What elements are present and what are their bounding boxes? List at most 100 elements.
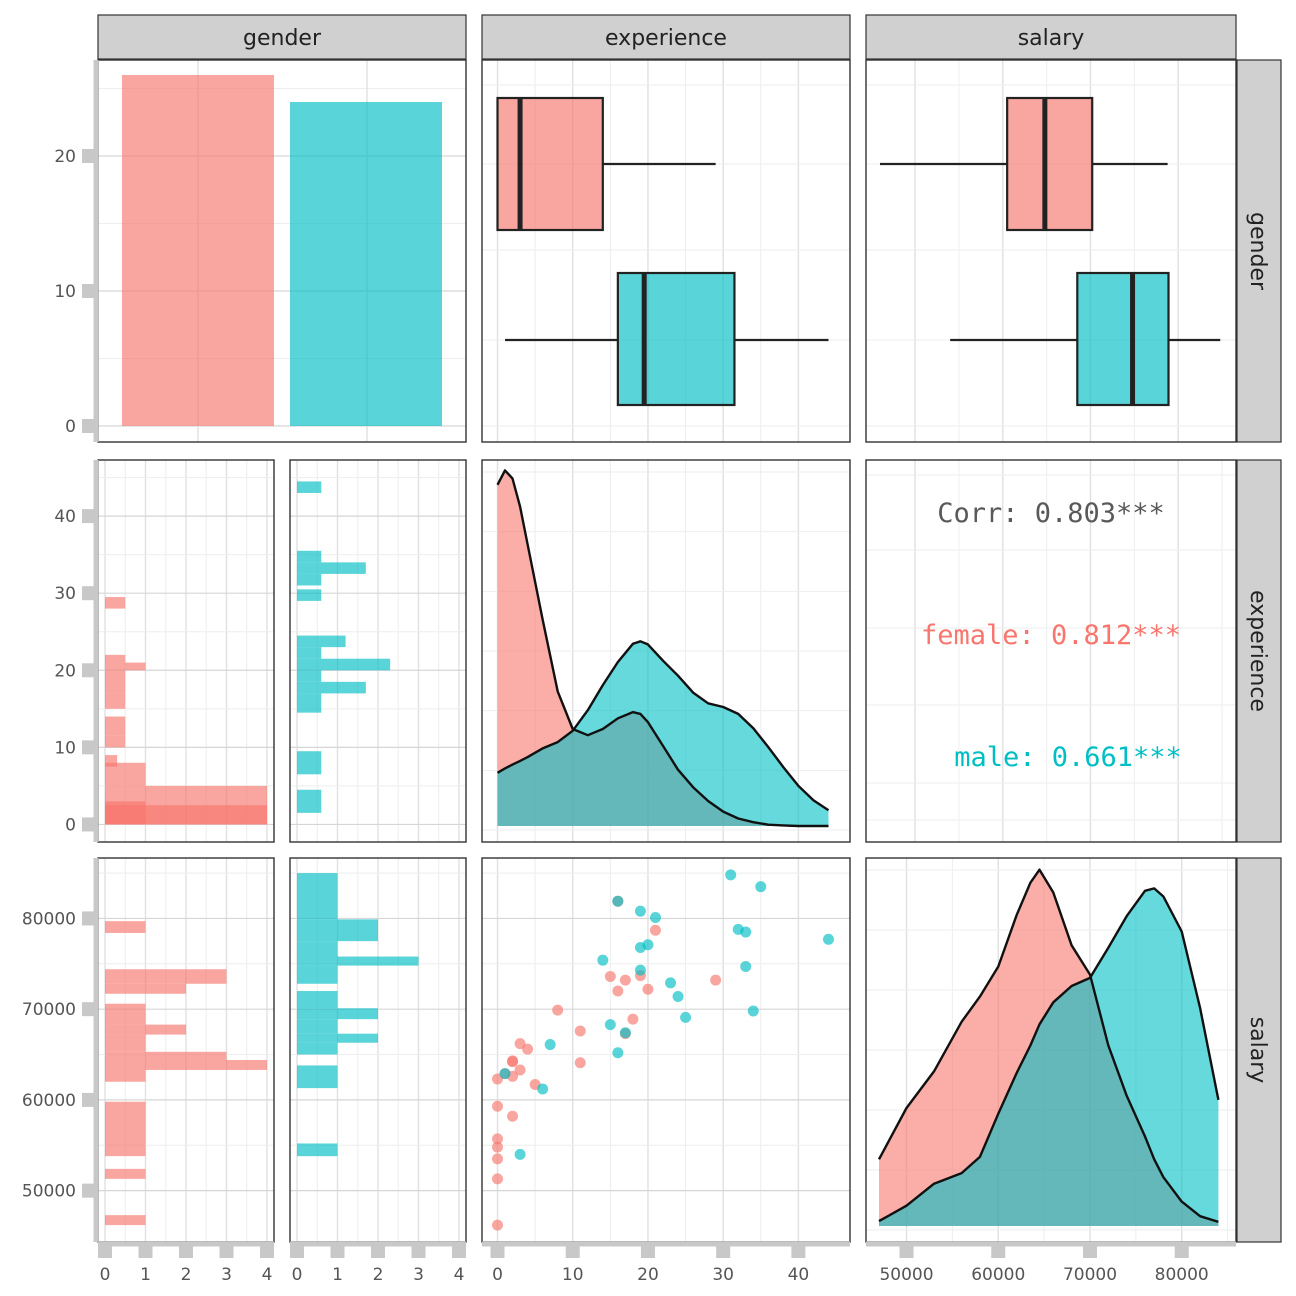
panel-correlation-border <box>865 459 1237 843</box>
panel-hist-experience-male-border <box>289 459 467 843</box>
panel-hist-salary-male-bin <box>297 991 338 1009</box>
panel-hist-salary-male-bin <box>297 1019 338 1034</box>
panel-hist-experience-female-bin <box>105 735 126 748</box>
strip-col-salary-label: salary <box>1018 26 1085 51</box>
y-salary-tick-label: 70000 <box>22 1000 76 1020</box>
scatter-point-male <box>619 1027 631 1039</box>
scatter-point-female <box>492 1173 504 1185</box>
x-experience-tick <box>640 1244 655 1258</box>
panel-hist-salary-male-bin <box>297 1008 378 1020</box>
scatter-point-male <box>612 895 624 907</box>
scatter-point-male <box>740 961 752 973</box>
panel-hist-experience-male-bin <box>297 647 322 659</box>
x-hist-female-tick <box>98 1244 112 1258</box>
x-hist-female-tick-label: 0 <box>100 1265 111 1285</box>
corr-label-0: Corr: 0.803*** <box>937 498 1165 529</box>
x-hist-female-tick <box>179 1244 193 1258</box>
x-salary-tick <box>1174 1244 1189 1258</box>
scatter-point-female <box>507 1110 519 1122</box>
y-experience-tick-label: 40 <box>54 507 76 527</box>
x-hist-female-tick-label: 4 <box>262 1265 273 1285</box>
panel-hist-experience-female-bin <box>105 597 126 609</box>
panel-hist-salary-male-bin <box>297 1065 338 1089</box>
panel-hist-salary-female-bin <box>105 1051 227 1060</box>
strip-col-gender <box>97 14 467 60</box>
panel-hist-experience-female-bin <box>105 662 146 671</box>
strip-row-gender <box>1236 59 1282 443</box>
y-count-tick <box>82 149 96 163</box>
panel-hist-experience-female-bin <box>105 801 146 825</box>
y-count-tick-label: 10 <box>54 282 76 302</box>
panel-hist-salary-male-bin <box>297 1143 338 1157</box>
y-salary-tick <box>82 1183 96 1198</box>
panel-salary-density-area-male <box>879 888 1219 1226</box>
y-experience-tick-label: 30 <box>54 584 76 604</box>
panel-hist-salary-male <box>289 857 467 1243</box>
panel-scatter <box>481 857 851 1243</box>
panel-hist-experience-female-bin <box>105 677 126 694</box>
scatter-point-male <box>537 1083 549 1095</box>
strip-col-salary <box>865 14 1237 60</box>
corr-label-2: male: 0.661*** <box>954 742 1182 773</box>
x-hist-male-tick <box>411 1244 426 1258</box>
scatter-point-male <box>634 964 646 976</box>
scatter-point-female <box>642 983 654 995</box>
strip-col-gender-label: gender <box>243 26 322 51</box>
scatter-point-female <box>492 1133 504 1145</box>
scatter-point-female <box>710 974 722 986</box>
panel-hist-experience-male-bin <box>297 481 322 493</box>
scatter-point-male <box>544 1039 556 1051</box>
panel-hist-experience-female-bin <box>105 716 126 736</box>
x-hist-male-tick <box>330 1244 345 1258</box>
panel-salary-boxplot-box-male <box>1076 271 1170 407</box>
panel-experience-boxplot-border <box>481 59 851 443</box>
panel-experience-density-area-male <box>497 641 829 826</box>
scatter-point-male <box>725 869 737 881</box>
x-hist-male-tick-label: 0 <box>292 1265 303 1285</box>
corr-label-1: female: 0.812*** <box>921 620 1181 651</box>
panel-experience-density <box>481 459 851 843</box>
panel-hist-salary-male-bin <box>297 873 338 920</box>
panel-hist-salary-male-bin <box>297 956 419 966</box>
x-salary-tick-label: 50000 <box>879 1265 933 1285</box>
panel-hist-salary-male-bin <box>297 965 338 984</box>
panel-hist-salary-female-bin <box>105 1215 146 1226</box>
x-experience-tick <box>565 1244 580 1258</box>
panel-hist-experience-male-bin <box>297 789 322 813</box>
strip-row-gender-label: gender <box>1245 212 1270 291</box>
x-experience-tick-label: 40 <box>788 1265 810 1285</box>
panel-experience-density-line-male <box>496 640 830 812</box>
x-experience-tick <box>716 1244 731 1258</box>
scatter-point-female <box>507 1056 519 1068</box>
panel-hist-salary-female-bin <box>105 1069 146 1082</box>
panel-hist-experience-male-bin <box>297 681 366 694</box>
panel-correlation-background <box>866 460 1236 842</box>
panel-salary-boxplot-border <box>865 59 1237 443</box>
panel-hist-experience-male-bin <box>297 573 322 586</box>
panel-hist-experience-male-bin <box>297 751 322 775</box>
scatter-point-male <box>747 1005 759 1017</box>
x-hist-male-tick <box>371 1244 385 1258</box>
panel-hist-salary-female-bin <box>105 1024 186 1035</box>
x-hist-female-tick <box>219 1244 234 1258</box>
scatter-point-male <box>604 1019 616 1031</box>
panel-hist-experience-male <box>289 459 467 843</box>
y-count-tick <box>82 284 96 298</box>
panel-experience-boxplot-box-male <box>616 271 736 407</box>
panel-experience-boxplot-box-female <box>496 96 604 232</box>
bar-female <box>122 75 274 426</box>
panel-hist-salary-male-bin <box>297 1033 378 1043</box>
panel-correlation: Corr: 0.803*** female: 0.812*** male: 0.66… <box>865 459 1237 843</box>
y-experience-tick <box>82 586 96 601</box>
y-salary-tick <box>82 1092 96 1107</box>
panel-hist-experience-male-bin <box>297 635 346 648</box>
x-hist-male-tick-label: 1 <box>332 1265 343 1285</box>
panel-hist-experience-male-bin <box>297 562 366 574</box>
panel-hist-salary-female-bin <box>105 1059 267 1070</box>
panel-hist-salary-female-bin <box>105 983 186 994</box>
scatter-point-male <box>634 905 646 917</box>
strip-col-experience <box>481 14 851 60</box>
strip-row-salary-label: salary <box>1245 1017 1270 1084</box>
